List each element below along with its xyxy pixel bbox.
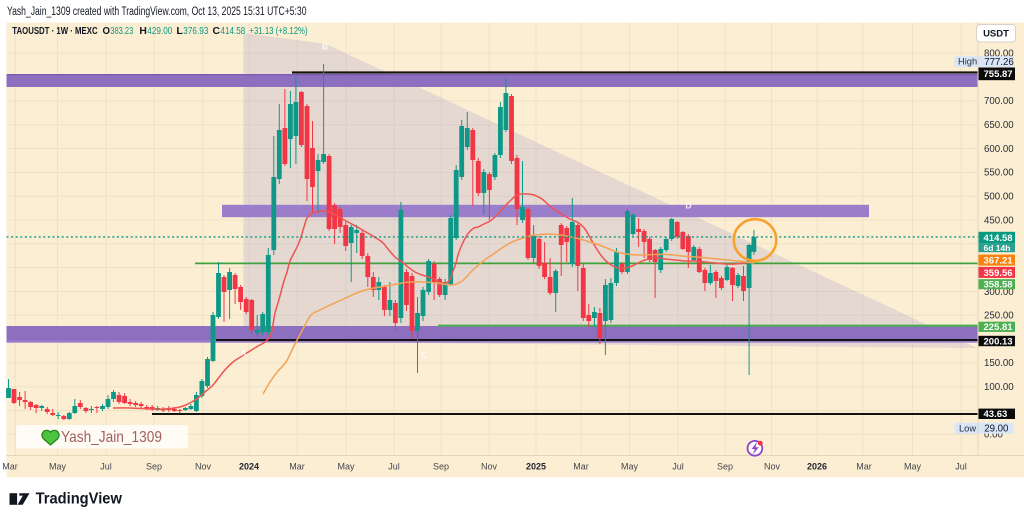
svg-text:May: May <box>904 461 922 471</box>
svg-text:2026: 2026 <box>807 461 827 471</box>
svg-text:29.00: 29.00 <box>984 424 1009 435</box>
svg-text:Sep: Sep <box>717 461 733 471</box>
svg-text:C: C <box>421 350 427 360</box>
svg-text:+31.13 (+8.12%): +31.13 (+8.12%) <box>249 26 307 37</box>
svg-text:383.23: 383.23 <box>110 26 133 37</box>
svg-text:Jul: Jul <box>672 461 684 471</box>
svg-text:Nov: Nov <box>764 461 781 471</box>
svg-text:Jul: Jul <box>100 461 112 471</box>
svg-text:376.93: 376.93 <box>183 26 208 37</box>
svg-text:May: May <box>621 461 639 471</box>
svg-text:Jul: Jul <box>955 461 967 471</box>
svg-text:Mar: Mar <box>2 461 18 471</box>
svg-text:USDT: USDT <box>983 29 1009 40</box>
svg-text:43.63: 43.63 <box>984 409 1008 420</box>
svg-text:L: L <box>176 26 183 37</box>
svg-text:Sep: Sep <box>146 461 162 471</box>
svg-text:A: A <box>240 348 246 358</box>
svg-text:200.13: 200.13 <box>984 336 1013 347</box>
svg-text:367.21: 367.21 <box>984 256 1014 267</box>
svg-text:D: D <box>685 201 691 211</box>
svg-text:May: May <box>49 461 67 471</box>
svg-text:358.58: 358.58 <box>984 280 1013 291</box>
svg-text:300.00: 300.00 <box>984 287 1014 298</box>
svg-text:Nov: Nov <box>195 461 212 471</box>
svg-text:6d 14h: 6d 14h <box>984 243 1011 253</box>
svg-text:Yash_Jain_1309: Yash_Jain_1309 <box>61 429 162 446</box>
svg-text:TAOUSDT · 1W · MEXC: TAOUSDT · 1W · MEXC <box>12 25 98 37</box>
svg-text:414.58: 414.58 <box>984 233 1013 244</box>
svg-text:C: C <box>213 26 221 37</box>
svg-text:Low: Low <box>959 423 976 433</box>
svg-text:0.00: 0.00 <box>984 430 1003 441</box>
svg-text:450.00: 450.00 <box>984 215 1014 226</box>
svg-text:Sep: Sep <box>433 461 449 471</box>
svg-text:2024: 2024 <box>239 461 259 471</box>
svg-text:650.00: 650.00 <box>984 120 1014 131</box>
svg-text:225.81: 225.81 <box>984 322 1014 333</box>
svg-text:Mar: Mar <box>573 461 589 471</box>
svg-text:600.00: 600.00 <box>984 144 1014 155</box>
svg-text:Yash_Jain_1309 created with Tr: Yash_Jain_1309 created with TradingView.… <box>7 6 307 18</box>
svg-text:Nov: Nov <box>481 461 498 471</box>
svg-text:High: High <box>958 57 977 67</box>
svg-text:777.26: 777.26 <box>984 57 1014 68</box>
svg-text:H: H <box>139 26 147 37</box>
svg-text:755.87: 755.87 <box>984 69 1013 80</box>
svg-text:250.00: 250.00 <box>984 311 1014 322</box>
svg-text:429.00: 429.00 <box>147 26 172 37</box>
svg-text:100.00: 100.00 <box>984 382 1014 393</box>
svg-text:TradingView: TradingView <box>36 491 123 508</box>
svg-text:Mar: Mar <box>856 461 872 471</box>
svg-text:550.00: 550.00 <box>984 168 1014 179</box>
svg-text:2025: 2025 <box>526 461 546 471</box>
svg-text:150.00: 150.00 <box>984 358 1014 369</box>
svg-text:Jul: Jul <box>388 461 400 471</box>
svg-text:414.58: 414.58 <box>221 26 246 37</box>
svg-text:Mar: Mar <box>289 461 305 471</box>
svg-text:359.56: 359.56 <box>984 268 1013 279</box>
svg-text:500.00: 500.00 <box>984 192 1014 203</box>
svg-text:800.00: 800.00 <box>984 49 1014 60</box>
svg-text:May: May <box>337 461 355 471</box>
svg-text:700.00: 700.00 <box>984 96 1014 107</box>
svg-text:O: O <box>103 26 111 37</box>
svg-text:B: B <box>322 42 328 52</box>
